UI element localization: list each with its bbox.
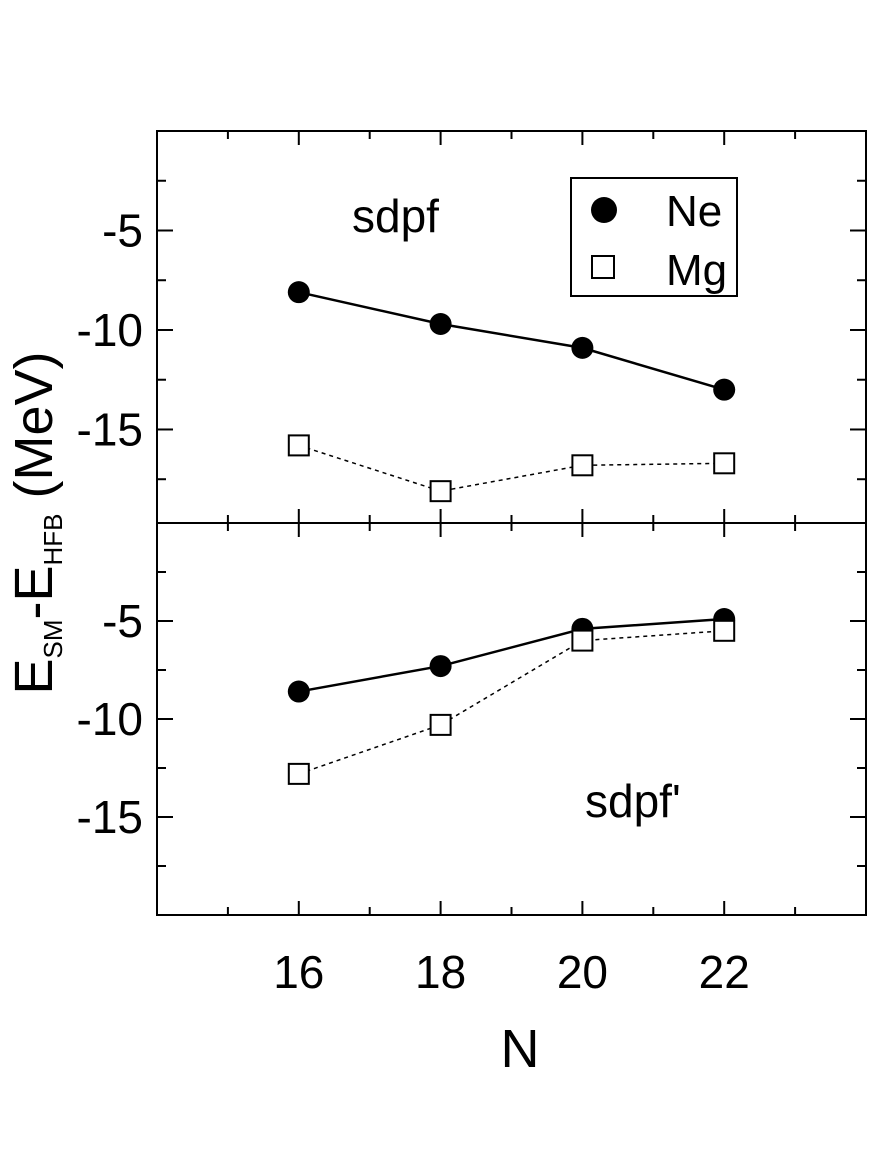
series-line-ne: [298, 290, 725, 391]
y-axis-sub-sm: SM: [38, 619, 68, 658]
y-tick-label: -15: [77, 403, 143, 455]
y-tick-label: -10: [77, 304, 143, 356]
data-point-ne: [287, 281, 310, 304]
y-axis-dash-e2: -E: [4, 565, 64, 619]
axis-ticks: [157, 131, 866, 915]
data-point-mg: [287, 434, 310, 457]
y-tick-label: -5: [102, 204, 143, 256]
series-line-ne: [298, 617, 725, 693]
data-point-mg: [713, 619, 736, 642]
panel-label-top: sdpf: [352, 190, 439, 242]
data-point-ne: [429, 313, 452, 336]
y-axis-sub-hfb: HFB: [38, 513, 68, 565]
x-tick-label: 18: [415, 946, 466, 998]
data-point-ne: [713, 378, 736, 401]
data-point-mg: [571, 454, 594, 477]
x-tick-label: 20: [557, 946, 608, 998]
legend: Ne Mg: [570, 177, 738, 297]
data-point-ne: [429, 655, 452, 678]
legend-marker-mg: [591, 255, 615, 279]
x-axis-title: N: [501, 1019, 540, 1079]
series-line-mg: [298, 630, 725, 775]
data-series: [287, 281, 736, 785]
y-tick-label: -15: [77, 791, 143, 843]
legend-label-mg: Mg: [666, 246, 727, 295]
data-point-mg: [429, 713, 452, 736]
y-axis-e1: E: [4, 658, 64, 694]
data-point-mg: [571, 629, 594, 652]
series-line-mg: [298, 444, 725, 492]
x-tick-label: 16: [273, 946, 324, 998]
legend-marker-ne: [591, 197, 617, 223]
y-tick-label: -5: [102, 595, 143, 647]
tick-labels: 16 18 20 22 -5 -10 -15 -5 -10 -15: [77, 204, 750, 998]
y-axis-title: ESM-EHFB (MeV): [4, 351, 68, 694]
legend-label-ne: Ne: [666, 187, 722, 236]
data-point-mg: [429, 480, 452, 503]
data-point-mg: [287, 762, 310, 785]
data-point-ne: [571, 336, 594, 359]
x-tick-label: 22: [699, 946, 750, 998]
data-point-mg: [713, 452, 736, 475]
data-point-ne: [287, 680, 310, 703]
y-axis-unit: (MeV): [4, 351, 64, 513]
panel-label-bottom: sdpf': [585, 775, 681, 827]
y-tick-label: -10: [77, 693, 143, 745]
